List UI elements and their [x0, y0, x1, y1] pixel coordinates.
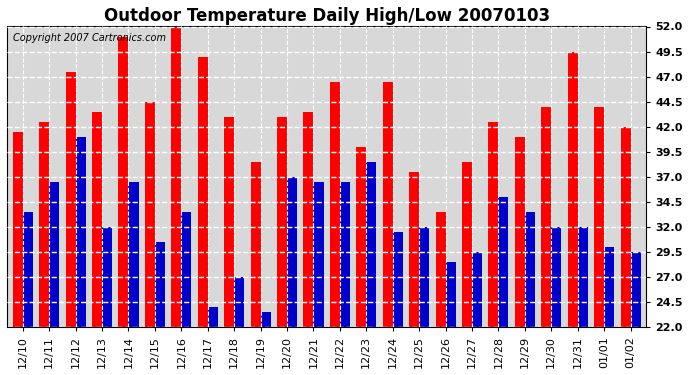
- Bar: [383, 82, 393, 327]
- Bar: [12, 132, 23, 327]
- Bar: [304, 112, 313, 327]
- Bar: [594, 106, 604, 327]
- Bar: [171, 21, 181, 327]
- Bar: [409, 172, 419, 327]
- Bar: [330, 82, 340, 327]
- Bar: [181, 212, 191, 327]
- Bar: [145, 102, 155, 327]
- Bar: [393, 232, 403, 327]
- Bar: [435, 212, 446, 327]
- Bar: [515, 136, 525, 327]
- Bar: [261, 312, 270, 327]
- Bar: [419, 227, 429, 327]
- Bar: [541, 106, 551, 327]
- Bar: [366, 162, 376, 327]
- Bar: [498, 197, 509, 327]
- Bar: [568, 51, 578, 327]
- Bar: [631, 252, 640, 327]
- Bar: [620, 127, 631, 327]
- Bar: [489, 122, 498, 327]
- Bar: [76, 136, 86, 327]
- Bar: [604, 247, 614, 327]
- Bar: [234, 277, 244, 327]
- Bar: [340, 182, 350, 327]
- Bar: [23, 212, 33, 327]
- Bar: [313, 182, 324, 327]
- Bar: [39, 122, 49, 327]
- Bar: [277, 117, 287, 327]
- Bar: [92, 112, 102, 327]
- Bar: [462, 162, 472, 327]
- Bar: [578, 227, 588, 327]
- Bar: [551, 227, 562, 327]
- Bar: [198, 57, 208, 327]
- Bar: [66, 72, 76, 327]
- Bar: [250, 162, 261, 327]
- Bar: [208, 307, 218, 327]
- Bar: [287, 177, 297, 327]
- Bar: [155, 242, 165, 327]
- Bar: [356, 147, 366, 327]
- Bar: [128, 182, 139, 327]
- Bar: [102, 227, 112, 327]
- Bar: [525, 212, 535, 327]
- Bar: [224, 117, 234, 327]
- Text: Copyright 2007 Cartronics.com: Copyright 2007 Cartronics.com: [13, 33, 166, 42]
- Title: Outdoor Temperature Daily High/Low 20070103: Outdoor Temperature Daily High/Low 20070…: [104, 7, 550, 25]
- Bar: [446, 262, 455, 327]
- Bar: [119, 36, 128, 327]
- Bar: [49, 182, 59, 327]
- Bar: [472, 252, 482, 327]
